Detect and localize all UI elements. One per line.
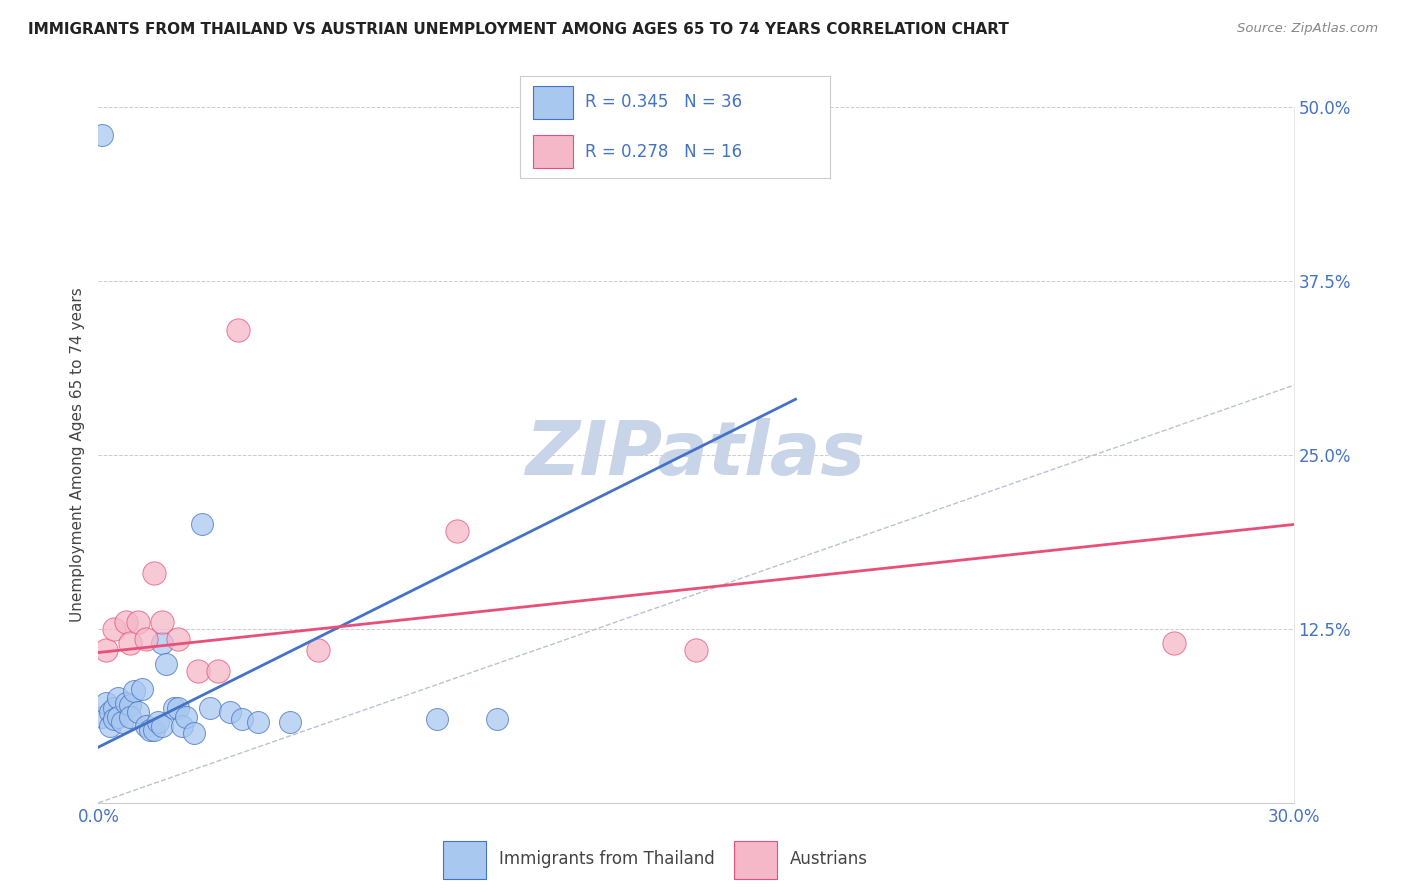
Point (115, 696, 138, 710)
Point (103, 701, 125, 715)
Point (1163, 636, 1185, 650)
FancyBboxPatch shape (734, 841, 778, 879)
Point (98, 706, 122, 720)
Point (91, 128, 114, 142)
Point (139, 723, 162, 738)
Point (131, 681, 153, 696)
Point (163, 701, 186, 715)
Y-axis label: Unemployment Among Ages 65 to 74 years: Unemployment Among Ages 65 to 74 years (69, 287, 84, 623)
Text: R = 0.345   N = 36: R = 0.345 N = 36 (585, 94, 742, 112)
Point (107, 709, 129, 723)
Point (246, 715, 269, 730)
Point (155, 657, 177, 671)
Point (183, 726, 205, 740)
Text: Source: ZipAtlas.com: Source: ZipAtlas.com (1237, 22, 1378, 36)
Point (103, 622, 125, 636)
Point (207, 664, 229, 678)
Point (103, 712, 125, 726)
Point (307, 642, 329, 657)
Point (111, 715, 134, 730)
Point (172, 719, 194, 733)
Point (124, 684, 146, 698)
Point (96, 696, 118, 710)
Point (174, 709, 197, 723)
Point (685, 642, 707, 657)
Point (278, 715, 301, 730)
Point (98, 719, 122, 733)
Point (446, 524, 468, 539)
Point (219, 706, 242, 720)
Text: Austrians: Austrians (790, 849, 868, 868)
Point (127, 615, 149, 629)
Point (115, 615, 138, 629)
Point (167, 701, 190, 715)
Point (226, 323, 249, 337)
Point (167, 632, 190, 646)
Point (150, 615, 173, 629)
Point (187, 664, 209, 678)
Point (135, 632, 157, 646)
FancyBboxPatch shape (443, 841, 486, 879)
FancyBboxPatch shape (533, 136, 572, 168)
Text: ZIPatlas: ZIPatlas (526, 418, 866, 491)
Point (143, 723, 166, 738)
Point (91, 709, 114, 723)
Point (191, 517, 214, 532)
FancyBboxPatch shape (533, 87, 572, 119)
Text: Immigrants from Thailand: Immigrants from Thailand (499, 849, 714, 868)
Point (143, 566, 166, 581)
Point (231, 712, 253, 726)
Text: IMMIGRANTS FROM THAILAND VS AUSTRIAN UNEMPLOYMENT AMONG AGES 65 TO 74 YEARS CORR: IMMIGRANTS FROM THAILAND VS AUSTRIAN UNE… (28, 22, 1010, 37)
Text: R = 0.278   N = 16: R = 0.278 N = 16 (585, 143, 742, 161)
Point (135, 719, 157, 733)
Point (485, 712, 508, 726)
Point (127, 706, 149, 720)
Point (120, 636, 142, 650)
Point (148, 715, 170, 730)
Point (150, 719, 173, 733)
Point (198, 701, 221, 715)
Point (96, 642, 118, 657)
Point (426, 712, 449, 726)
Point (150, 636, 173, 650)
Point (120, 698, 142, 713)
Point (107, 691, 129, 706)
Point (120, 709, 142, 723)
